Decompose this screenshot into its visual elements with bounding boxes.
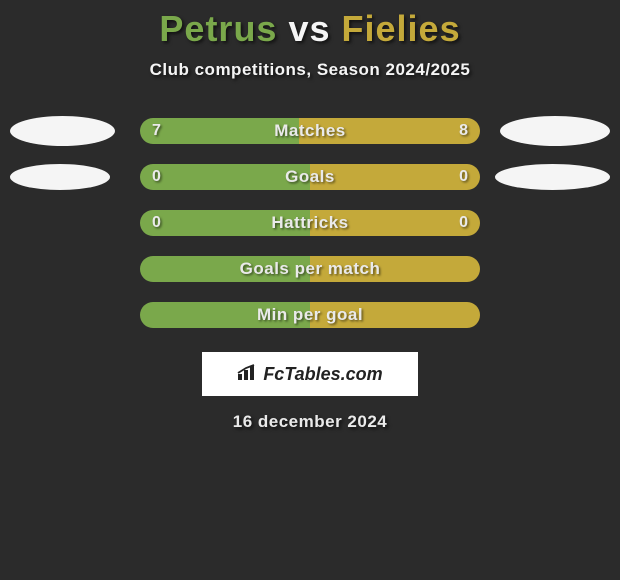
stat-bar: Hattricks0 0 <box>140 210 480 236</box>
subtitle: Club competitions, Season 2024/2025 <box>0 60 620 80</box>
player2-ellipse <box>500 116 610 146</box>
stat-label: Hattricks <box>140 213 480 233</box>
stat-bar: Min per goal <box>140 302 480 328</box>
stat-row: Goals0 0 <box>0 154 620 200</box>
stat-bar: Goals0 0 <box>140 164 480 190</box>
stat-label: Goals per match <box>140 259 480 279</box>
stat-row: Goals per match <box>0 246 620 292</box>
title-vs: vs <box>288 8 330 49</box>
player2-name: Fielies <box>342 8 461 49</box>
stat-value-right: 0 <box>459 214 468 232</box>
player1-name: Petrus <box>159 8 277 49</box>
stat-row: Matches7 8 <box>0 108 620 154</box>
bars-icon <box>237 363 259 386</box>
stat-rows: Matches78Goals00Hattricks00Goals per mat… <box>0 108 620 338</box>
stat-bar: Goals per match <box>140 256 480 282</box>
brand-text: FcTables.com <box>237 363 382 386</box>
stat-bar: Matches7 8 <box>140 118 480 144</box>
stat-value-right: 0 <box>459 168 468 186</box>
stat-label: Matches <box>140 121 480 141</box>
stat-value-left: 0 <box>152 214 161 232</box>
player1-ellipse <box>10 116 115 146</box>
stat-value-right: 8 <box>459 122 468 140</box>
stat-label: Min per goal <box>140 305 480 325</box>
stat-row: Hattricks0 0 <box>0 200 620 246</box>
comparison-infographic: Petrus vs Fielies Club competitions, Sea… <box>0 0 620 580</box>
stat-value-left: 0 <box>152 168 161 186</box>
brand-label: FcTables.com <box>263 364 382 385</box>
comparison-title: Petrus vs Fielies <box>0 0 620 50</box>
date-label: 16 december 2024 <box>0 412 620 432</box>
player1-ellipse <box>10 164 110 190</box>
stat-row: Min per goal <box>0 292 620 338</box>
stat-value-left: 7 <box>152 122 161 140</box>
player2-ellipse <box>495 164 610 190</box>
stat-label: Goals <box>140 167 480 187</box>
brand-box: FcTables.com <box>202 352 418 396</box>
